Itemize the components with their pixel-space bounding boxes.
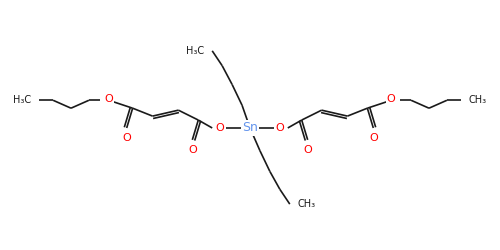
Text: CH₃: CH₃: [298, 199, 316, 209]
Text: CH₃: CH₃: [469, 95, 487, 105]
Text: Sn: Sn: [242, 122, 258, 134]
Text: O: O: [216, 123, 224, 133]
Text: O: O: [369, 133, 378, 143]
Text: H₃C: H₃C: [186, 46, 204, 56]
Text: O: O: [276, 123, 284, 133]
Text: O: O: [104, 94, 113, 104]
Text: O: O: [304, 145, 312, 155]
Text: O: O: [122, 133, 131, 143]
Text: H₃C: H₃C: [13, 95, 31, 105]
Text: O: O: [387, 94, 396, 104]
Text: O: O: [188, 145, 196, 155]
